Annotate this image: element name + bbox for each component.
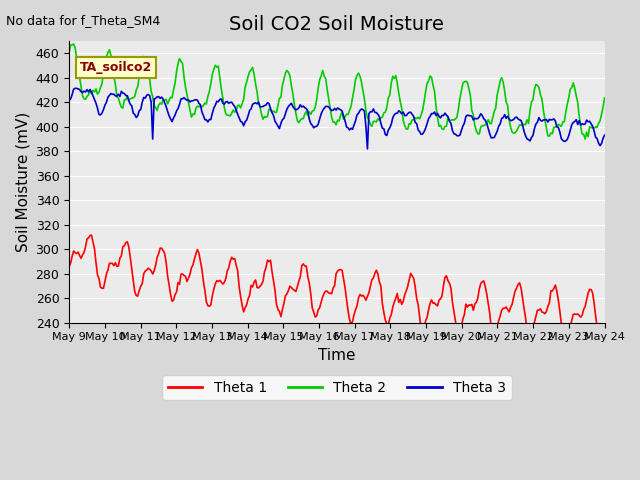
Line: Theta 3: Theta 3 [69, 88, 605, 149]
Theta 1 [301, 263, 308, 269]
Theta 3 [71, 85, 79, 91]
Line: Theta 1: Theta 1 [69, 235, 605, 343]
Theta 1 [572, 312, 580, 317]
Theta 2 [65, 49, 73, 55]
Legend: Theta 1, Theta 2, Theta 3: Theta 1, Theta 2, Theta 3 [162, 375, 511, 400]
Theta 3 [574, 121, 582, 127]
Theta 2 [601, 95, 609, 101]
X-axis label: Time: Time [318, 348, 356, 363]
Line: Theta 2: Theta 2 [69, 44, 605, 139]
Title: Soil CO2 Soil Moisture: Soil CO2 Soil Moisture [229, 15, 444, 34]
Theta 3 [253, 101, 261, 107]
Theta 2 [244, 73, 252, 79]
Theta 3 [244, 113, 252, 119]
Theta 2 [572, 93, 580, 99]
Theta 2 [70, 41, 77, 47]
Theta 3 [364, 146, 371, 152]
Theta 2 [253, 89, 261, 95]
Text: No data for f_Theta_SM4: No data for f_Theta_SM4 [6, 14, 161, 27]
Theta 2 [227, 113, 234, 119]
Y-axis label: Soil Moisture (mV): Soil Moisture (mV) [15, 112, 30, 252]
Theta 2 [301, 111, 308, 117]
Theta 2 [581, 136, 589, 142]
Theta 3 [301, 105, 308, 110]
Theta 3 [601, 132, 609, 138]
Theta 1 [253, 285, 261, 290]
Theta 1 [65, 264, 73, 270]
Theta 1 [244, 296, 252, 302]
Theta 1 [132, 293, 140, 299]
Theta 1 [88, 232, 95, 238]
Theta 1 [227, 258, 234, 264]
Theta 3 [65, 97, 73, 103]
Text: TA_soilco2: TA_soilco2 [80, 61, 152, 74]
Theta 2 [132, 87, 140, 93]
Theta 1 [598, 340, 605, 346]
Theta 3 [227, 99, 234, 105]
Theta 3 [132, 115, 140, 120]
Theta 1 [601, 334, 609, 339]
